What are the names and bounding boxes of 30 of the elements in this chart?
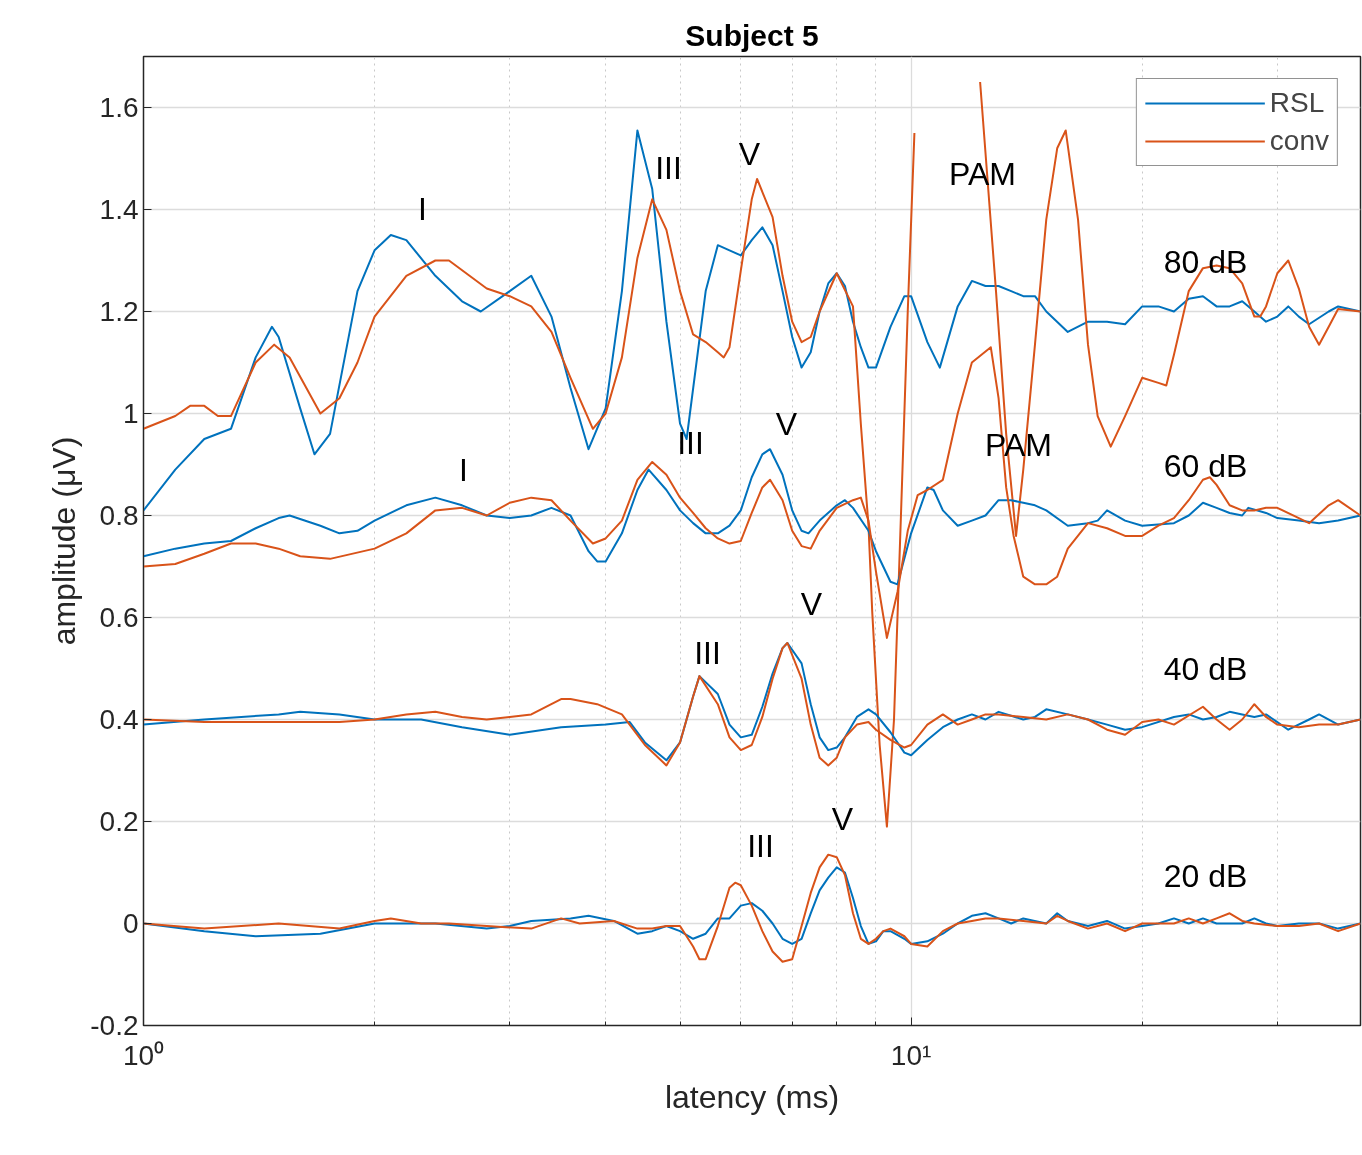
legend-label: conv xyxy=(1269,125,1329,157)
y-tick-label: 1.2 xyxy=(99,296,139,327)
chart-title: Subject 5 xyxy=(685,18,819,52)
annotation: 60 dB xyxy=(1163,447,1248,484)
y-tick-label: 0.8 xyxy=(99,500,139,531)
y-tick-label: 0.4 xyxy=(99,704,139,735)
y-tick-label: 1.6 xyxy=(99,92,139,123)
y-tick-label: 0.2 xyxy=(99,806,139,837)
y-tick-label: 1.4 xyxy=(99,194,139,225)
y-tick-label: 1 xyxy=(122,398,139,429)
y-tick-label: 0 xyxy=(122,908,139,939)
annotation: V xyxy=(775,405,798,442)
x-tick-label: 10⁰ xyxy=(122,1039,165,1071)
annotation: III xyxy=(694,634,721,671)
x-tick-label: 10¹ xyxy=(890,1039,932,1071)
y-axis-title: amplitude (μV) xyxy=(46,436,83,646)
annotation: III xyxy=(677,424,704,461)
annotation: 20 dB xyxy=(1163,857,1248,894)
x-axis-title: latency (ms) xyxy=(664,1078,840,1115)
annotation: III xyxy=(747,827,774,864)
annotation: 40 dB xyxy=(1163,650,1248,687)
y-tick-label: -0.2 xyxy=(90,1010,139,1041)
annotation: I xyxy=(459,451,468,488)
annotation: V xyxy=(831,800,854,837)
annotation: V xyxy=(800,585,823,622)
annotation: V xyxy=(738,135,761,172)
annotation: I xyxy=(418,190,427,227)
annotation: III xyxy=(655,149,682,186)
y-tick-label: 0.6 xyxy=(99,602,139,633)
legend-label: RSL xyxy=(1269,87,1325,119)
